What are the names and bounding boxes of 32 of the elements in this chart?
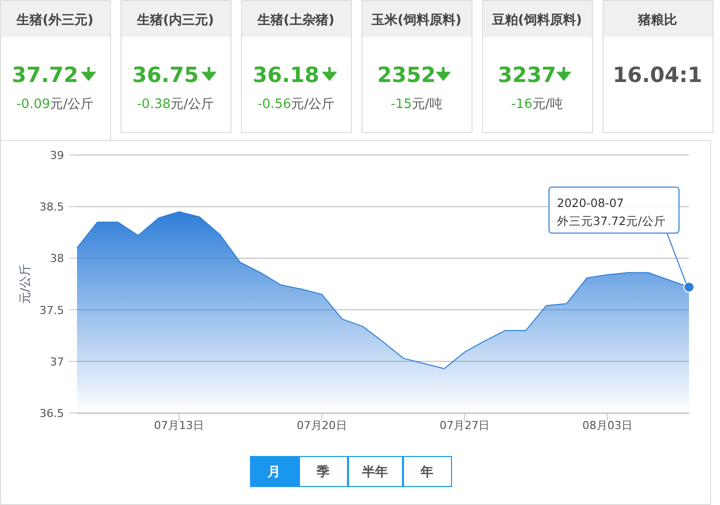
text: 16.04:1: [612, 63, 702, 87]
category-label: 豆粕(饲料原料): [491, 13, 582, 28]
text: -15元/吨: [390, 97, 442, 112]
text: -16元/吨: [511, 97, 563, 112]
x-tick-label: 07月20日: [296, 419, 347, 432]
annotation: 2020-08-07 外三元37.72元/公斤: [557, 196, 666, 228]
x-tick-label: 07月27日: [440, 419, 490, 432]
y-tick-label: 39: [50, 149, 64, 162]
period-button[interactable]: 年: [403, 456, 452, 487]
text: -0.38元/公斤: [136, 97, 214, 112]
text: 36.75: [132, 63, 199, 87]
text: 36.18: [252, 63, 320, 87]
text: 3237: [498, 63, 556, 87]
y-axis-title: 元/公斤: [18, 264, 32, 304]
text: 37.72: [12, 63, 78, 87]
category-label: 生猪(外三元): [16, 13, 94, 28]
category-label: 生猪(内三元): [136, 13, 214, 28]
y-tick-label: 37.5: [40, 304, 64, 317]
y-tick-label: 37: [50, 355, 64, 368]
period-button[interactable]: 半年: [348, 456, 403, 487]
period-button[interactable]: 季: [299, 456, 348, 487]
text: 2352: [377, 63, 436, 87]
category-label: 生猪(土杂猪): [256, 13, 334, 28]
x-tick-label: 08月03日: [582, 419, 632, 432]
y-tick-label: 38.5: [40, 200, 64, 214]
y-tick-label: 38: [50, 252, 64, 266]
x-tick-label: 07月13日: [154, 419, 204, 432]
text: -0.09元/公斤: [16, 97, 94, 112]
y-tick-label: 36.5: [40, 407, 64, 420]
text: -0.56元/公斤: [257, 97, 335, 112]
category-label: 猪粮比: [637, 12, 677, 28]
category-label: 玉米(饲料原料): [370, 13, 462, 28]
